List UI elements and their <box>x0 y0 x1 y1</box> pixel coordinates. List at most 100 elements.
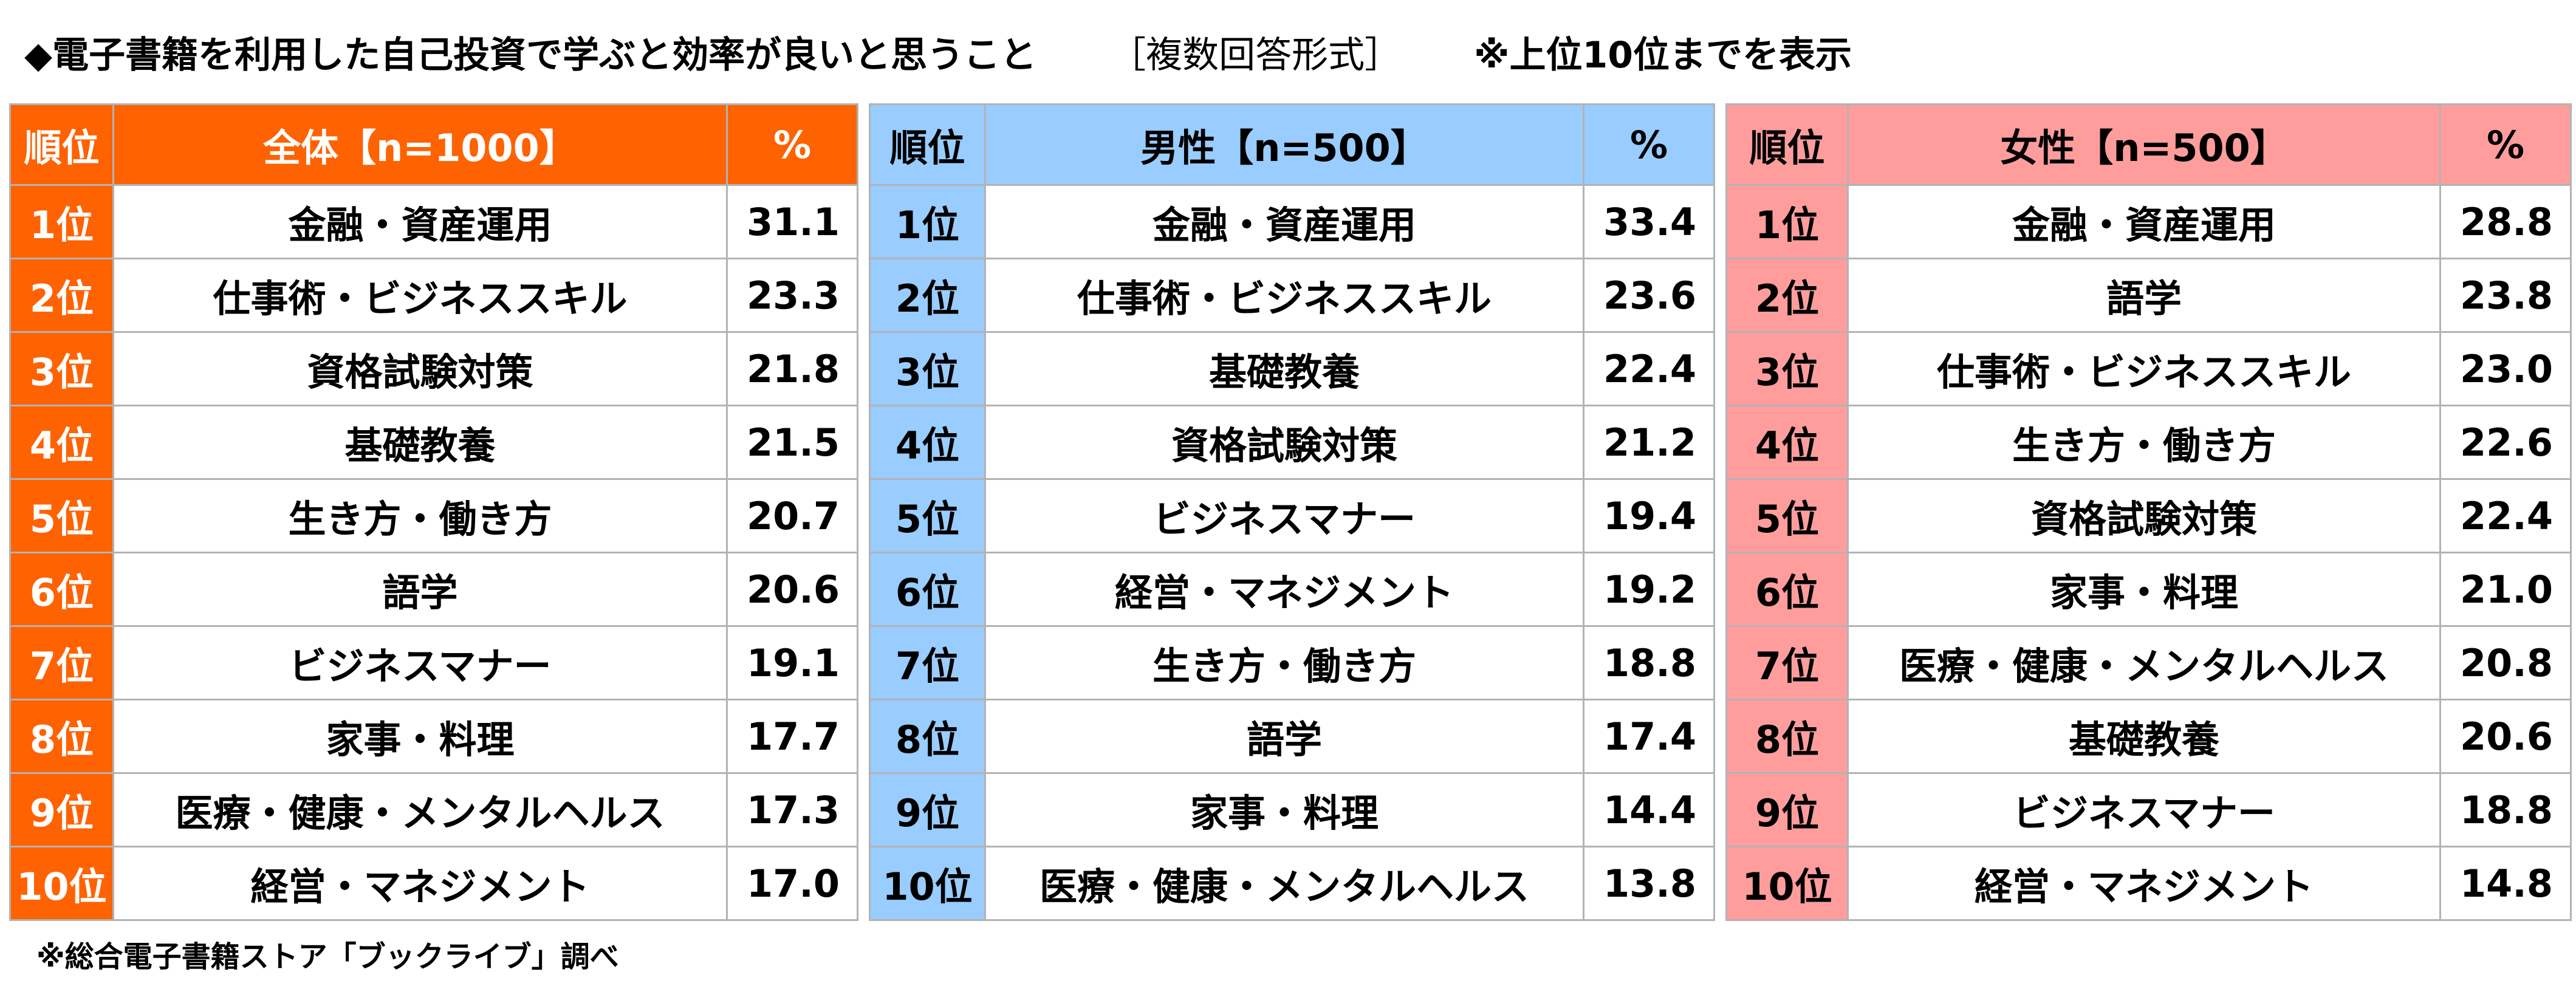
table-row: 5位 ビジネスマナー 19.4 <box>869 478 1715 553</box>
percent-column-header: % <box>1583 103 1715 186</box>
rank-cell: 3位 <box>869 331 986 406</box>
group-column-header: 全体【n=1000】 <box>112 103 728 186</box>
ranking-table-male: 順位 男性【n=500】 % 1位 金融・資産運用 33.4 2位 仕事術・ビジネススキ… <box>869 103 1715 921</box>
table-row: 5位 生き方・働き方 20.7 <box>9 478 858 553</box>
rank-cell: 5位 <box>869 478 986 553</box>
rank-cell: 8位 <box>1725 699 1849 774</box>
table-header-row: 順位 女性【n=500】 % <box>1725 103 2572 186</box>
percent-cell: 19.1 <box>726 625 858 700</box>
item-cell: 家事・料理 <box>1847 552 2441 627</box>
percent-cell: 23.6 <box>1583 258 1715 333</box>
percent-cell: 18.8 <box>1583 625 1715 700</box>
page-title: ◆電子書籍を利用した自己投資で学ぶと効率が良いと思うこと ［複数回答形式］ ※上… <box>24 18 1852 85</box>
item-cell: 資格試験対策 <box>1847 478 2441 553</box>
table-row: 7位 ビジネスマナー 19.1 <box>9 625 858 700</box>
percent-cell: 19.2 <box>1583 552 1715 627</box>
rank-cell: 8位 <box>869 699 986 774</box>
item-cell: 医療・健康・メンタルヘルス <box>984 846 1584 921</box>
percent-column-header: % <box>726 103 858 186</box>
ranking-table-overall: 順位 全体【n=1000】 % 1位 金融・資産運用 31.1 2位 仕事術・ビジネスス… <box>9 103 858 921</box>
percent-cell: 22.6 <box>2439 405 2572 480</box>
table-row: 9位 ビジネスマナー 18.8 <box>1725 772 2572 847</box>
item-cell: 経営・マネジメント <box>984 552 1584 627</box>
title-answer-format: ［複数回答形式］ <box>1109 33 1402 77</box>
percent-cell: 22.4 <box>1583 331 1715 406</box>
item-cell: 医療・健康・メンタルヘルス <box>1847 625 2441 700</box>
table-row: 10位 医療・健康・メンタルヘルス 13.8 <box>869 846 1715 921</box>
item-cell: 基礎教養 <box>112 405 728 480</box>
table-row: 2位 仕事術・ビジネススキル 23.6 <box>869 258 1715 333</box>
table-row: 10位 経営・マネジメント 14.8 <box>1725 846 2572 921</box>
table-row: 7位 生き方・働き方 18.8 <box>869 625 1715 700</box>
percent-cell: 21.0 <box>2439 552 2572 627</box>
item-cell: 金融・資産運用 <box>112 184 728 259</box>
percent-cell: 21.5 <box>726 405 858 480</box>
table-row: 3位 基礎教養 22.4 <box>869 331 1715 406</box>
percent-cell: 23.8 <box>2439 258 2572 333</box>
rank-cell: 2位 <box>1725 258 1849 333</box>
table-row: 6位 経営・マネジメント 19.2 <box>869 552 1715 627</box>
rank-column-header: 順位 <box>869 103 986 186</box>
item-cell: 仕事術・ビジネススキル <box>1847 331 2441 406</box>
item-cell: 金融・資産運用 <box>1847 184 2441 259</box>
percent-cell: 21.8 <box>726 331 858 406</box>
percent-cell: 31.1 <box>726 184 858 259</box>
rank-cell: 9位 <box>9 772 114 847</box>
table-header-row: 順位 全体【n=1000】 % <box>9 103 858 186</box>
rank-cell: 2位 <box>869 258 986 333</box>
item-cell: 資格試験対策 <box>112 331 728 406</box>
percent-cell: 17.4 <box>1583 699 1715 774</box>
item-cell: 医療・健康・メンタルヘルス <box>112 772 728 847</box>
item-cell: ビジネスマナー <box>984 478 1584 553</box>
group-column-header: 女性【n=500】 <box>1847 103 2441 186</box>
percent-cell: 20.8 <box>2439 625 2572 700</box>
percent-cell: 20.7 <box>726 478 858 553</box>
table-row: 8位 家事・料理 17.7 <box>9 699 858 774</box>
table-row: 8位 基礎教養 20.6 <box>1725 699 2572 774</box>
rank-cell: 10位 <box>869 846 986 921</box>
rank-cell: 4位 <box>1725 405 1849 480</box>
rank-cell: 9位 <box>1725 772 1849 847</box>
rank-cell: 2位 <box>9 258 114 333</box>
table-row: 3位 仕事術・ビジネススキル 23.0 <box>1725 331 2572 406</box>
item-cell: 仕事術・ビジネススキル <box>984 258 1584 333</box>
table-row: 9位 家事・料理 14.4 <box>869 772 1715 847</box>
percent-cell: 19.4 <box>1583 478 1715 553</box>
rank-cell: 5位 <box>1725 478 1849 553</box>
rank-cell: 6位 <box>1725 552 1849 627</box>
rank-cell: 6位 <box>869 552 986 627</box>
percent-cell: 28.8 <box>2439 184 2572 259</box>
percent-cell: 18.8 <box>2439 772 2572 847</box>
percent-cell: 23.0 <box>2439 331 2572 406</box>
table-row: 4位 生き方・働き方 22.6 <box>1725 405 2572 480</box>
ranking-table-female: 順位 女性【n=500】 % 1位 金融・資産運用 28.8 2位 語学 23.8 3位 仕事… <box>1725 103 2572 921</box>
percent-cell: 22.4 <box>2439 478 2572 553</box>
rank-cell: 3位 <box>1725 331 1849 406</box>
percent-cell: 17.7 <box>726 699 858 774</box>
rank-cell: 7位 <box>1725 625 1849 700</box>
item-cell: 経営・マネジメント <box>1847 846 2441 921</box>
table-row: 6位 家事・料理 21.0 <box>1725 552 2572 627</box>
table-row: 8位 語学 17.4 <box>869 699 1715 774</box>
item-cell: 語学 <box>1847 258 2441 333</box>
rank-cell: 4位 <box>869 405 986 480</box>
percent-cell: 21.2 <box>1583 405 1715 480</box>
percent-cell: 14.4 <box>1583 772 1715 847</box>
table-row: 6位 語学 20.6 <box>9 552 858 627</box>
rank-cell: 1位 <box>869 184 986 259</box>
table-row: 1位 金融・資産運用 31.1 <box>9 184 858 259</box>
item-cell: 生き方・働き方 <box>112 478 728 553</box>
item-cell: 基礎教養 <box>1847 699 2441 774</box>
rank-cell: 9位 <box>869 772 986 847</box>
rank-cell: 7位 <box>9 625 114 700</box>
table-row: 7位 医療・健康・メンタルヘルス 20.8 <box>1725 625 2572 700</box>
table-row: 1位 金融・資産運用 33.4 <box>869 184 1715 259</box>
table-row: 9位 医療・健康・メンタルヘルス 17.3 <box>9 772 858 847</box>
item-cell: 家事・料理 <box>984 772 1584 847</box>
percent-column-header: % <box>2439 103 2572 186</box>
table-header-row: 順位 男性【n=500】 % <box>869 103 1715 186</box>
group-column-header: 男性【n=500】 <box>984 103 1584 186</box>
rank-cell: 8位 <box>9 699 114 774</box>
rank-column-header: 順位 <box>9 103 114 186</box>
item-cell: ビジネスマナー <box>112 625 728 700</box>
